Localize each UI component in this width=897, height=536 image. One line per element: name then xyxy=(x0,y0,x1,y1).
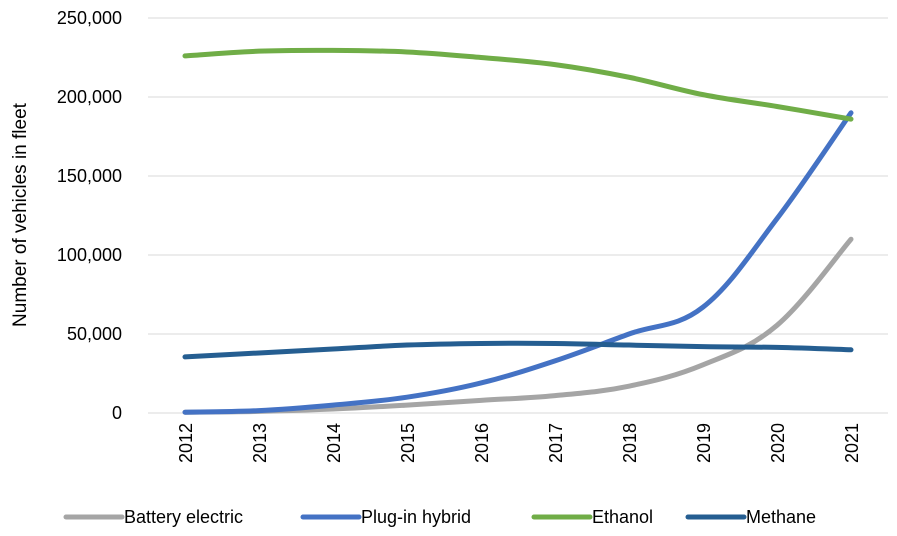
legend-label-battery-electric: Battery electric xyxy=(124,507,243,527)
x-tick-labels: 2012 2013 2014 2015 2016 2017 2018 2019 2020 2021 xyxy=(176,423,862,463)
y-axis-title: Number of vehicles in fleet xyxy=(10,102,31,327)
y-tick-label: 200,000 xyxy=(57,87,122,107)
x-tick-label: 2019 xyxy=(694,423,714,463)
series-line-battery-electric xyxy=(182,236,854,415)
y-tick-label: 100,000 xyxy=(57,245,122,265)
legend-label-methane: Methane xyxy=(746,507,816,527)
x-tick-label: 2016 xyxy=(472,423,492,463)
y-tick-label: 50,000 xyxy=(67,324,122,344)
x-tick-label: 2021 xyxy=(842,423,862,463)
x-tick-label: 2013 xyxy=(250,423,270,463)
series-line-ethanol xyxy=(182,47,854,122)
y-tick-label: 0 xyxy=(112,403,122,423)
y-tick-label: 150,000 xyxy=(57,166,122,186)
grid-layer xyxy=(148,17,888,414)
legend: Battery electric Plug-in hybrid Ethanol Met… xyxy=(63,507,816,527)
x-tick-label: 2012 xyxy=(176,423,196,463)
x-tick-label: 2018 xyxy=(620,423,640,463)
y-tick-label: 250,000 xyxy=(57,8,122,28)
series-line-methane xyxy=(182,340,854,360)
x-tick-label: 2017 xyxy=(546,423,566,463)
x-tick-label: 2020 xyxy=(768,423,788,463)
x-tick-label: 2014 xyxy=(324,423,344,463)
legend-label-plug-in-hybrid: Plug-in hybrid xyxy=(361,507,471,527)
legend-label-ethanol: Ethanol xyxy=(592,507,653,527)
series-line-plug-in-hybrid xyxy=(182,110,854,415)
y-tick-labels: 0 50,000 100,000 150,000 200,000 250,000 xyxy=(57,8,122,423)
series-lines xyxy=(182,47,854,415)
x-tick-label: 2015 xyxy=(398,423,418,463)
